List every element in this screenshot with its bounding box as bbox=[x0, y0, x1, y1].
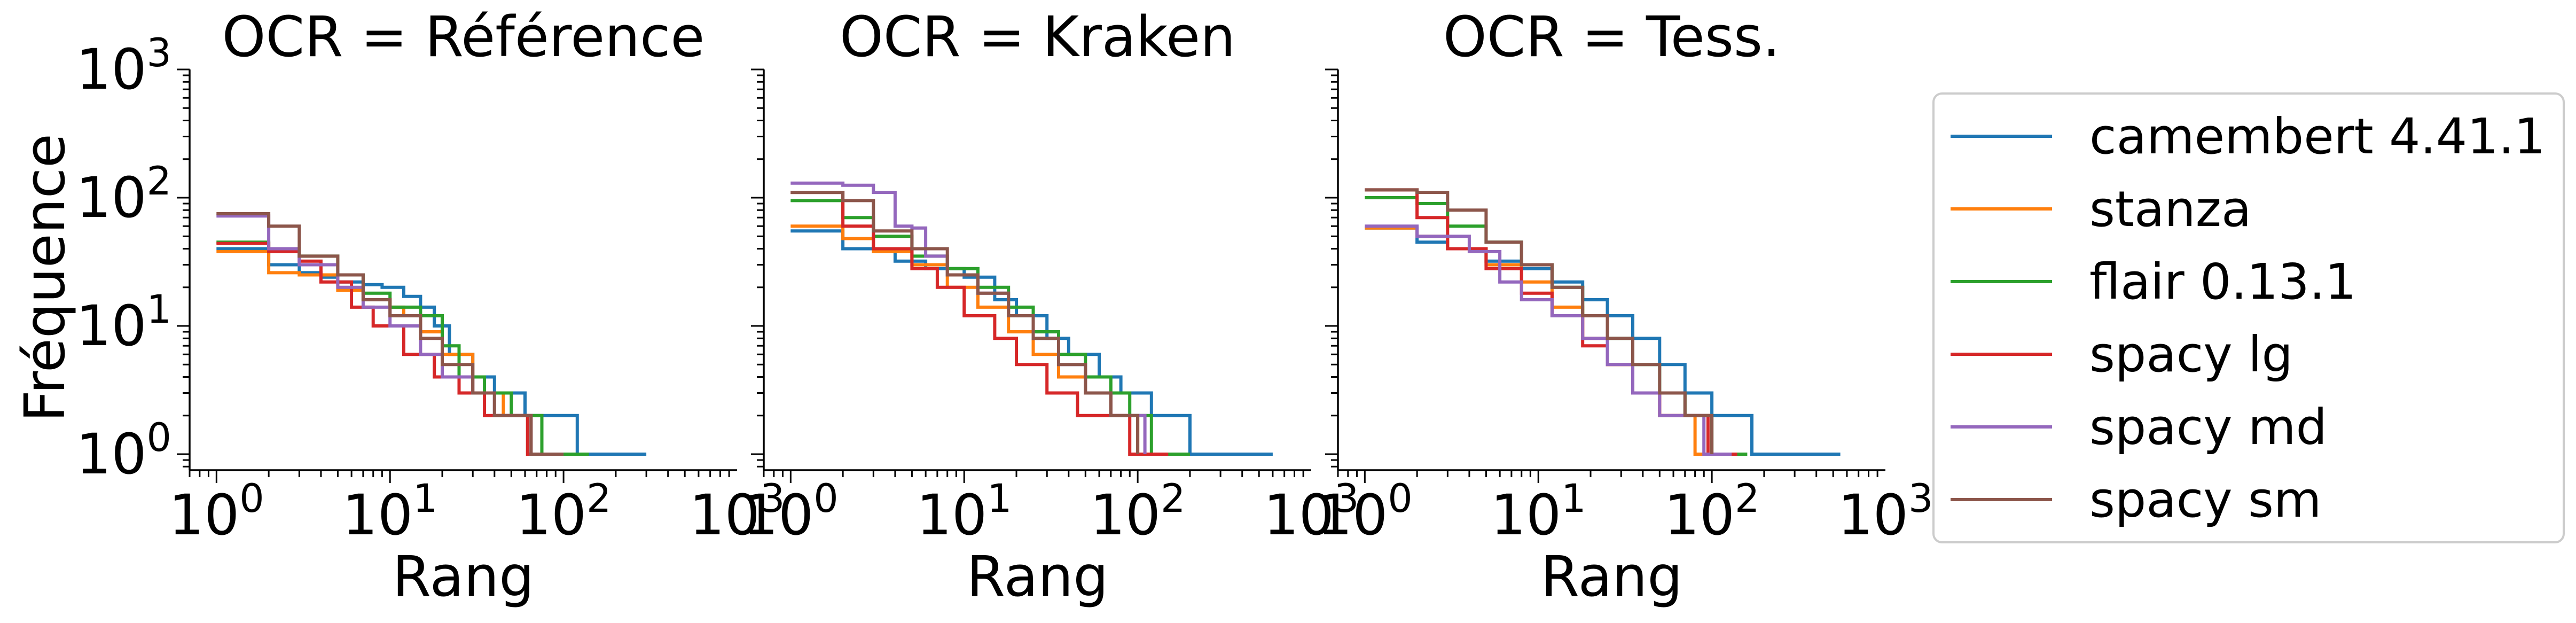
x-tick-label: 100 bbox=[743, 476, 839, 548]
series-line bbox=[1365, 226, 1732, 456]
panel-2: OCR = Kraken 100 101 102 103 Rang bbox=[743, 4, 1359, 609]
series-line bbox=[790, 199, 1190, 456]
legend-label: spacy md bbox=[2089, 399, 2327, 456]
legend-label: stanza bbox=[2089, 181, 2251, 238]
x-tick-label: 100 bbox=[1317, 476, 1413, 548]
series-line bbox=[1365, 226, 1841, 456]
y-tick-label: 100 bbox=[76, 415, 171, 487]
series-line bbox=[790, 191, 1140, 454]
x-tick-label: 103 bbox=[1264, 476, 1359, 548]
series-line bbox=[216, 250, 577, 456]
legend: camembert 4.41.1 stanza flair 0.13.1 spacy … bbox=[1932, 92, 2565, 543]
series-line bbox=[790, 191, 1169, 456]
x-axis-label: Rang bbox=[967, 544, 1109, 609]
x-tick-label: 101 bbox=[1491, 476, 1586, 548]
panel-3: OCR = Tess. 100 101 102 103 Rang bbox=[1317, 4, 1933, 609]
y-tick-label: 102 bbox=[76, 159, 171, 230]
x-axis-label: Rang bbox=[1541, 544, 1683, 609]
x-tick-label: 103 bbox=[1838, 476, 1933, 548]
x-axis-label: Rang bbox=[393, 544, 535, 609]
y-axis-label: Fréquence bbox=[12, 134, 77, 422]
legend-label: spacy lg bbox=[2089, 326, 2293, 383]
series-line bbox=[790, 224, 1178, 456]
x-tick-label: 101 bbox=[342, 476, 438, 548]
panel-title: OCR = Kraken bbox=[840, 4, 1235, 69]
x-tick-label: 102 bbox=[516, 476, 612, 548]
legend-label: camembert 4.41.1 bbox=[2089, 108, 2546, 165]
panel-title: OCR = Référence bbox=[222, 4, 705, 69]
series-line bbox=[216, 247, 647, 456]
y-tick-label: 103 bbox=[76, 30, 171, 102]
x-tick-label: 102 bbox=[1090, 476, 1186, 548]
panel-1: OCR = Référence 100 101 102 103 100 101 102 103 R… bbox=[76, 4, 785, 609]
legend-label: spacy sm bbox=[2089, 471, 2322, 528]
panel-title: OCR = Tess. bbox=[1443, 4, 1780, 69]
legend-label: flair 0.13.1 bbox=[2089, 253, 2356, 310]
x-tick-label: 102 bbox=[1664, 476, 1760, 548]
series-line bbox=[216, 242, 556, 456]
y-tick-label: 101 bbox=[76, 287, 171, 359]
x-tick-label: 101 bbox=[917, 476, 1012, 548]
x-tick-label: 100 bbox=[169, 476, 264, 548]
series-line bbox=[216, 212, 564, 456]
x-tick-label: 103 bbox=[690, 476, 785, 548]
legend-box bbox=[1932, 92, 2565, 543]
series-line bbox=[1365, 188, 1714, 454]
series-line bbox=[1365, 224, 1732, 456]
